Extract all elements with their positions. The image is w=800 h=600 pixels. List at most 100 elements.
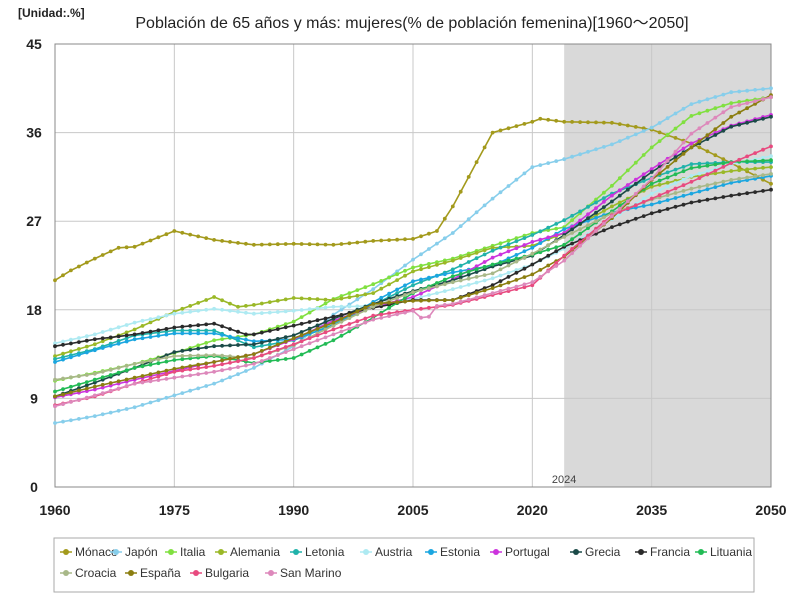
data-point [323,301,328,306]
data-point [522,249,527,254]
data-point [538,163,543,168]
data-point [275,347,280,352]
data-point [140,380,145,385]
data-point [657,162,662,166]
data-point [697,161,702,166]
data-point [530,165,535,170]
x-tick-label: 2050 [755,502,786,518]
data-point [729,101,734,105]
data-point [490,271,495,276]
data-point [132,381,137,386]
data-point [522,255,527,260]
data-point [371,282,376,287]
data-point [530,280,535,285]
data-point [498,279,503,283]
data-point [299,321,304,326]
data-point [753,99,757,103]
data-point [657,209,662,214]
data-point [617,176,622,181]
data-point [172,325,177,330]
data-point [140,318,145,323]
data-point [291,319,296,324]
data-point [713,185,718,190]
data-point [610,142,614,147]
data-point [466,253,471,258]
data-point [212,338,217,343]
data-point [411,283,415,288]
data-point [745,88,749,93]
data-point [84,380,89,384]
data-point [267,356,272,360]
data-point [164,329,169,334]
data-point [204,353,209,358]
data-point [291,308,296,313]
data-point [395,272,399,277]
data-point [554,249,559,254]
data-point [259,330,264,335]
data-point [236,359,240,364]
data-point [61,419,65,424]
data-point [514,253,519,257]
data-point [538,258,543,262]
data-point [156,374,161,379]
data-point [490,262,495,267]
data-point [769,144,773,149]
data-point [546,225,551,230]
data-point [753,151,757,156]
data-point [458,263,463,268]
data-point [649,196,654,201]
data-point [625,183,630,187]
data-point [745,159,749,164]
data-point [546,247,551,252]
data-point [395,278,399,282]
data-point [379,238,384,243]
data-point [371,302,376,306]
data-point [657,193,662,198]
data-point [244,304,248,308]
data-point [705,133,710,138]
data-point [212,381,217,386]
data-point [546,235,551,240]
data-point [212,321,217,326]
data-point [586,120,590,125]
data-point [267,300,272,304]
data-point [554,233,559,238]
data-point [180,331,185,336]
data-point [53,389,57,394]
data-point [769,154,773,159]
legend-swatch-marker [193,570,199,576]
data-point [617,139,622,144]
legend-swatch-marker [428,549,434,555]
data-point [594,219,598,224]
data-point [610,199,614,204]
data-point [530,262,535,267]
data-point [236,241,240,245]
data-point [299,339,304,344]
data-point [339,317,344,321]
data-point [92,380,97,385]
data-point [562,218,567,223]
data-point [132,327,137,332]
data-point [474,267,479,272]
data-point [649,184,654,189]
series-14 [53,95,773,409]
data-point [546,117,551,122]
data-point [323,330,328,335]
data-point [339,333,344,338]
data-point [140,331,145,335]
data-point [594,206,598,211]
data-point [291,347,296,352]
data-point [355,323,360,328]
data-point [315,306,320,311]
data-point [100,412,105,417]
data-point [77,347,81,351]
data-point [252,362,256,366]
data-point [69,375,73,380]
data-point [108,383,113,388]
data-point [331,338,336,343]
data-point [259,340,264,345]
data-point [196,234,201,239]
data-point [522,122,527,126]
data-point [77,374,81,379]
